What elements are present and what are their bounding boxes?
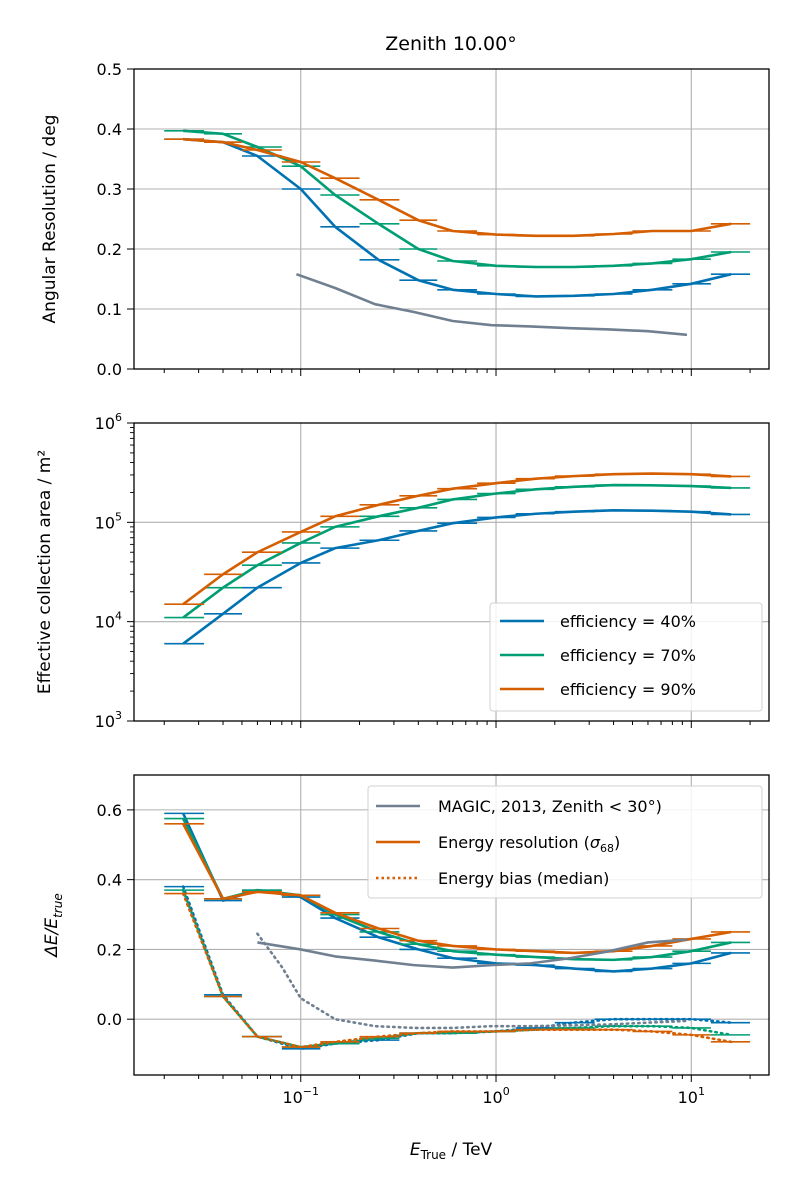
y-tick-exponent: 3 <box>115 709 122 722</box>
series-magic-bias-line <box>256 932 689 1030</box>
y-tick-label: 0.4 <box>97 120 122 139</box>
y-tick-label: 0.2 <box>97 240 122 259</box>
legend-box-energy <box>367 785 763 899</box>
y-tick-base: 10 <box>95 613 115 632</box>
x-tick-base: 10 <box>678 1088 698 1107</box>
series-bias-90-line <box>181 892 733 1049</box>
xlabel-unit: / TeV <box>446 1140 492 1160</box>
y-tick-label: 0.1 <box>97 300 122 319</box>
y-tick-label: 0.4 <box>97 871 122 890</box>
ylabel-angular: Angular Resolution / deg <box>40 115 60 324</box>
legend-efficiency: efficiency = 40% efficiency = 70% effici… <box>489 602 763 712</box>
series-energy <box>164 812 751 1051</box>
ylabel-energy-sub: true <box>51 893 65 918</box>
legend-box <box>489 602 763 712</box>
ylabel-area: Effective collection area / m² <box>35 450 55 694</box>
ylabel-energy-main: ΔE/E <box>42 918 62 959</box>
series-area <box>164 472 751 645</box>
y-tick-exponent: 4 <box>115 610 122 623</box>
series-magic-resolution-line <box>257 938 688 969</box>
xlabel-energy-true: ETrue / TeV <box>410 1140 493 1162</box>
y-tick-base: 10 <box>95 414 115 433</box>
x-tick-base: 10 <box>282 1088 302 1107</box>
axes-frame-area <box>133 422 770 722</box>
x-tick-exponent: 1 <box>698 1085 705 1098</box>
panel-angular-resolution: 0.0 0.1 0.2 0.3 0.4 0.5 Angular Resolution / … <box>40 60 770 379</box>
legend-res-sym: σ <box>590 833 601 852</box>
panel-energy: 0.00.20.40.610−1 100 101 ΔE/Etrue MAGIC, 2… <box>42 774 770 1107</box>
xlabel-sub: True <box>420 1148 447 1162</box>
y-tick-label: 103 <box>95 709 122 731</box>
ticks-angular: 0.0 0.1 0.2 0.3 0.4 0.5 <box>97 60 751 379</box>
y-tick-label: 105 <box>95 510 122 532</box>
legend-label-70: efficiency = 70% <box>560 646 696 665</box>
y-tick-label: 104 <box>95 610 122 632</box>
series-efficiency-90-line <box>183 137 732 238</box>
figure-title: Zenith 10.00° <box>385 33 516 55</box>
x-tick-exponent: −1 <box>303 1085 319 1098</box>
series-efficiency-70-line <box>182 483 732 619</box>
series-efficiency-40-line <box>183 137 732 298</box>
grid-angular <box>134 69 769 369</box>
legend-label-magic: MAGIC, 2013, Zenith < 30°) <box>438 797 662 816</box>
y-tick-label: 0.2 <box>97 940 122 959</box>
legend-res-post: ) <box>614 833 620 852</box>
ticks-energy: 0.00.20.40.610−1 100 101 <box>97 801 751 1107</box>
x-tick-label: 101 <box>678 1085 705 1107</box>
y-tick-exponent: 6 <box>115 411 122 424</box>
y-tick-label: 106 <box>95 411 122 433</box>
x-tick-label: 10−1 <box>282 1085 319 1107</box>
legend-label-40: efficiency = 40% <box>560 612 696 631</box>
legend-label-resolution: Energy resolution (σ68) <box>438 833 620 855</box>
legend-res-sub: 68 <box>600 842 614 855</box>
series-magic-2013-zenith-30-line <box>295 272 688 337</box>
xlabel-main: E <box>410 1140 421 1160</box>
y-tick-exponent: 5 <box>115 510 122 523</box>
ylabel-energy: ΔE/Etrue <box>42 893 65 958</box>
legend-energy: MAGIC, 2013, Zenith < 30°) Energy resolu… <box>367 785 763 899</box>
y-tick-base: 10 <box>95 712 115 731</box>
legend-label-90: efficiency = 90% <box>560 680 696 699</box>
y-tick-label: 0.5 <box>97 60 122 79</box>
axes-frame-angular <box>133 68 770 370</box>
y-tick-label: 0.3 <box>97 180 122 199</box>
legend-res-pre: Energy resolution ( <box>438 833 590 852</box>
legend-label-bias: Energy bias (median) <box>438 869 609 888</box>
x-tick-base: 10 <box>482 1088 502 1107</box>
x-tick-exponent: 0 <box>503 1085 510 1098</box>
y-tick-label: 0.6 <box>97 801 122 820</box>
axes-frame-energy <box>133 774 770 1076</box>
y-tick-label: 0.0 <box>97 1010 122 1029</box>
y-tick-base: 10 <box>95 513 115 532</box>
series-angular <box>164 129 751 337</box>
y-tick-label: 0.0 <box>97 360 122 379</box>
x-tick-label: 100 <box>482 1085 509 1107</box>
